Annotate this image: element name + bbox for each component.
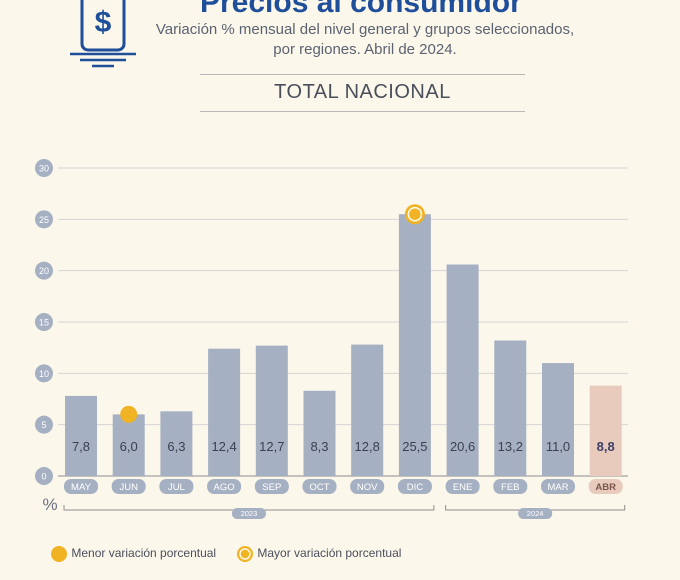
category-pill (350, 479, 385, 494)
category-pill (302, 479, 337, 494)
min-marker (120, 405, 138, 423)
x-tick-label: AGO (214, 482, 235, 493)
y-tick-badge (35, 261, 53, 280)
x-tick-label: ENE (453, 482, 473, 493)
min-marker-icon (51, 546, 67, 562)
svg-text:$: $ (95, 6, 112, 39)
legend-max: Mayor variación porcentual (236, 545, 401, 563)
x-tick-label: NOV (357, 482, 378, 493)
subtitle-line-2: por regiones. Abril de 2024. (273, 41, 457, 58)
data-label: 25,5 (402, 439, 427, 454)
data-label: 6,3 (167, 439, 185, 454)
x-tick-label: MAR (547, 482, 568, 493)
legend-min: Menor variación porcentual (50, 545, 216, 563)
x-tick-label: JUN (119, 482, 138, 493)
x-tick-label: DIC (407, 482, 424, 493)
x-tick-label: FEB (501, 482, 519, 493)
bar (65, 395, 97, 476)
legend-max-label: Mayor variación porcentual (257, 546, 402, 561)
y-tick-label: 10 (39, 369, 49, 379)
legend-min-label: Menor variación porcentual (71, 546, 217, 561)
y-tick-badge (35, 313, 53, 331)
category-pill (207, 479, 242, 494)
data-label: 20,6 (450, 439, 475, 454)
data-label: 7,8 (72, 439, 90, 454)
x-tick-label: JUL (168, 482, 185, 493)
y-tick-badge (35, 210, 53, 229)
dollar-phone-icon: $ (70, 0, 140, 75)
data-label: 8,8 (597, 439, 615, 454)
bar (446, 264, 479, 476)
subtitle-line-1: Variación % mensual del nivel general y … (155, 21, 575, 38)
max-marker-icon (237, 546, 253, 562)
year-label: 2023 (241, 509, 258, 518)
y-tick-label: 0 (41, 472, 46, 482)
year-pill (518, 508, 553, 519)
bar-chart: 0 5 10 15 20 25 30% 7,8 MAY 6,0 JUN 6,3 JUL 12,4 AGO 12… (35, 159, 628, 519)
y-tick-label: 30 (39, 164, 49, 174)
y-axis-label: % (42, 495, 57, 514)
y-tick-label: 5 (41, 420, 46, 430)
x-tick-label: SEP (262, 482, 281, 493)
bar (208, 348, 241, 476)
bar (398, 214, 431, 476)
category-pill (445, 479, 480, 494)
bar (351, 344, 384, 476)
year-pill (231, 508, 266, 519)
category-pill (159, 479, 194, 494)
bar (589, 385, 622, 476)
category-pill (254, 479, 289, 494)
x-tick-label: ABR (595, 482, 616, 493)
data-label: 12,7 (259, 439, 284, 454)
bar (542, 363, 574, 476)
category-pill (541, 479, 575, 494)
category-pill (397, 479, 432, 494)
category-pill (493, 479, 528, 494)
divider-top (200, 74, 525, 75)
section-title: TOTAL NACIONAL (274, 81, 451, 103)
data-label: 11,0 (546, 439, 570, 454)
category-pill (64, 479, 98, 494)
category-pill (111, 479, 146, 494)
bar (494, 340, 527, 476)
data-label: 12,4 (211, 439, 236, 454)
data-label: 12,8 (355, 439, 380, 454)
category-pill (588, 479, 623, 494)
y-tick-badge (35, 415, 53, 434)
x-tick-label: OCT (309, 482, 329, 493)
page-title: Precios al consumidor (200, 0, 522, 19)
y-tick-badge (35, 467, 53, 485)
bar (255, 345, 288, 476)
divider-bottom (200, 111, 525, 112)
y-tick-badge (35, 159, 53, 177)
y-tick-label: 20 (39, 266, 49, 276)
data-label: 13,2 (498, 439, 523, 454)
bar (160, 411, 193, 476)
data-label: 6,0 (120, 439, 138, 454)
bar (112, 414, 145, 476)
y-tick-label: 25 (39, 215, 49, 225)
bar (303, 390, 336, 476)
year-label: 2024 (527, 509, 544, 518)
x-tick-label: MAY (71, 482, 92, 493)
subtitle: Variación % mensual del nivel general y … (140, 20, 590, 60)
y-tick-badge (35, 364, 53, 383)
data-label: 8,3 (310, 439, 328, 454)
max-marker-ring (407, 206, 423, 222)
y-tick-label: 15 (39, 318, 49, 328)
